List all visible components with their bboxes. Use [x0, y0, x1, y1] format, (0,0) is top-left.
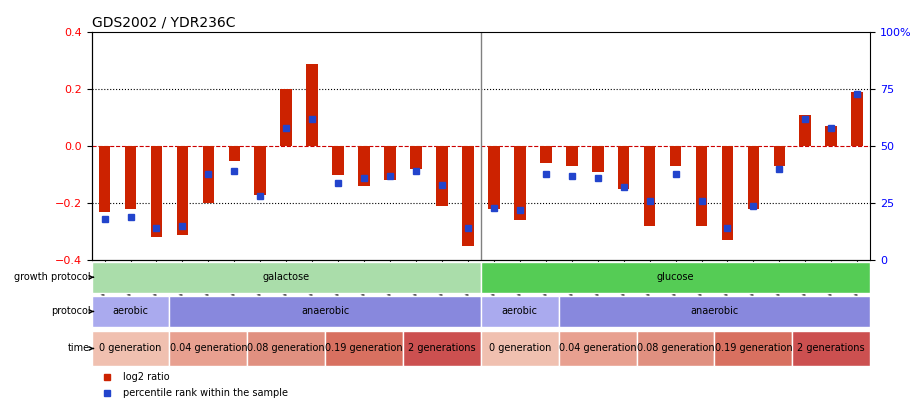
Text: 2 generations: 2 generations [798, 343, 865, 354]
FancyBboxPatch shape [792, 330, 870, 367]
Bar [150, 146, 162, 237]
Text: 0.04 generation: 0.04 generation [169, 343, 247, 354]
Bar [747, 146, 759, 209]
Text: growth protocol: growth protocol [14, 272, 91, 282]
Bar [202, 146, 214, 203]
Text: 0.08 generation: 0.08 generation [637, 343, 714, 354]
Text: 0 generation: 0 generation [488, 343, 551, 354]
FancyBboxPatch shape [403, 330, 481, 367]
Text: time: time [68, 343, 91, 354]
FancyBboxPatch shape [247, 330, 325, 367]
Text: glucose: glucose [657, 272, 694, 282]
Bar [436, 146, 448, 206]
Bar [825, 126, 837, 146]
FancyBboxPatch shape [325, 330, 403, 367]
FancyBboxPatch shape [92, 330, 169, 367]
Bar [384, 146, 396, 181]
Bar [358, 146, 370, 186]
Text: 0.19 generation: 0.19 generation [714, 343, 792, 354]
Bar [333, 146, 344, 175]
FancyBboxPatch shape [92, 262, 481, 293]
FancyBboxPatch shape [559, 330, 637, 367]
Text: 0.08 generation: 0.08 generation [247, 343, 325, 354]
Bar [617, 146, 629, 189]
FancyBboxPatch shape [637, 330, 714, 367]
FancyBboxPatch shape [481, 330, 559, 367]
FancyBboxPatch shape [714, 330, 792, 367]
Bar [488, 146, 500, 209]
Bar [644, 146, 656, 226]
FancyBboxPatch shape [92, 296, 169, 327]
Text: aerobic: aerobic [502, 307, 538, 316]
Bar [540, 146, 551, 163]
Text: 0.04 generation: 0.04 generation [559, 343, 637, 354]
FancyBboxPatch shape [169, 330, 247, 367]
FancyBboxPatch shape [481, 296, 559, 327]
Bar [255, 146, 267, 195]
Bar [125, 146, 136, 209]
Bar [280, 90, 292, 146]
Bar [99, 146, 111, 212]
Text: galactose: galactose [263, 272, 310, 282]
Text: log2 ratio: log2 ratio [123, 372, 169, 382]
Bar [306, 64, 318, 146]
Bar [722, 146, 734, 240]
Bar [228, 146, 240, 160]
Text: percentile rank within the sample: percentile rank within the sample [123, 388, 288, 398]
Text: protocol: protocol [50, 307, 91, 316]
FancyBboxPatch shape [481, 262, 870, 293]
Bar [670, 146, 682, 166]
Text: GDS2002 / YDR236C: GDS2002 / YDR236C [92, 16, 235, 30]
Text: 2 generations: 2 generations [409, 343, 475, 354]
FancyBboxPatch shape [169, 296, 481, 327]
Bar [592, 146, 604, 172]
Bar [851, 92, 863, 146]
Text: anaerobic: anaerobic [691, 307, 738, 316]
Bar [566, 146, 578, 166]
Text: aerobic: aerobic [113, 307, 148, 316]
Bar [773, 146, 785, 166]
Bar [410, 146, 422, 169]
Bar [514, 146, 526, 220]
Text: 0 generation: 0 generation [99, 343, 162, 354]
Text: 0.19 generation: 0.19 generation [325, 343, 403, 354]
Bar [695, 146, 707, 226]
FancyBboxPatch shape [559, 296, 870, 327]
Bar [800, 115, 812, 146]
Bar [177, 146, 189, 234]
Text: anaerobic: anaerobic [301, 307, 349, 316]
Bar [462, 146, 474, 246]
